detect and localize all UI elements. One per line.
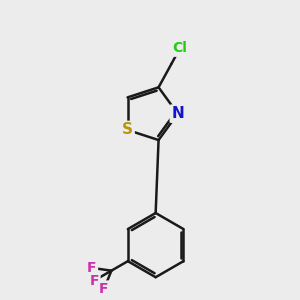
Text: N: N: [171, 106, 184, 121]
Text: F: F: [99, 282, 109, 296]
Text: F: F: [87, 261, 97, 275]
Text: F: F: [89, 274, 99, 288]
Text: Cl: Cl: [172, 41, 187, 55]
Text: S: S: [122, 122, 133, 137]
